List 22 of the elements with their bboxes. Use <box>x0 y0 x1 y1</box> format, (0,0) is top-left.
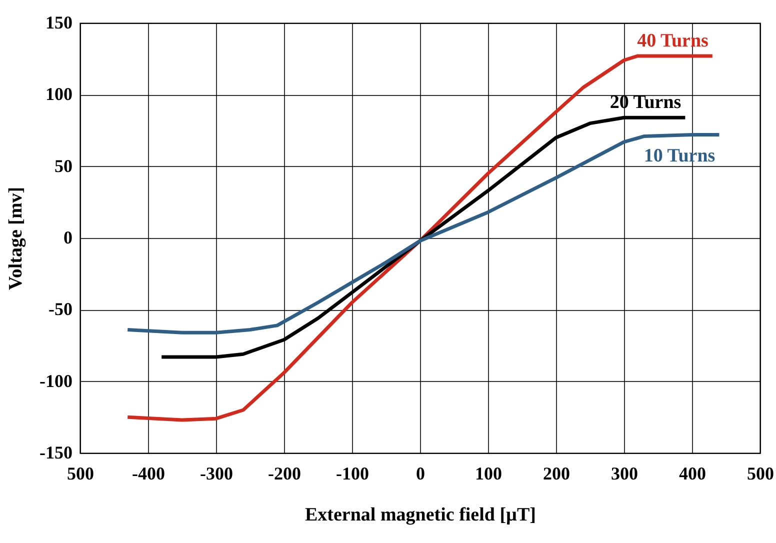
x-tick-label: 0 <box>416 464 425 484</box>
x-tick-label: 100 <box>475 464 502 484</box>
y-tick-label: 100 <box>46 84 72 104</box>
y-tick-label: 150 <box>46 12 72 32</box>
x-tick-label: 500 <box>67 464 94 484</box>
x-tick-label: 500 <box>747 464 774 484</box>
x-tick-label: 400 <box>679 464 706 484</box>
x-tick-label: -200 <box>268 464 301 484</box>
y-tick-label: 50 <box>54 156 72 176</box>
x-tick-label: -100 <box>336 464 369 484</box>
y-tick-label: 0 <box>64 228 72 248</box>
x-axis-title: External magnetic field [µT] <box>305 504 536 526</box>
x-tick-label: -400 <box>132 464 165 484</box>
y-tick-label: -100 <box>40 370 72 391</box>
y-tick-label: -50 <box>48 299 72 320</box>
x-tick-label: -300 <box>200 464 233 484</box>
y-tick-label: -150 <box>40 442 72 462</box>
x-tick-label: 300 <box>611 464 638 484</box>
line-series <box>126 133 721 334</box>
x-tick-label: 200 <box>543 464 570 484</box>
y-axis-title: Voltage [mv] <box>6 186 27 290</box>
line-series <box>126 54 714 422</box>
